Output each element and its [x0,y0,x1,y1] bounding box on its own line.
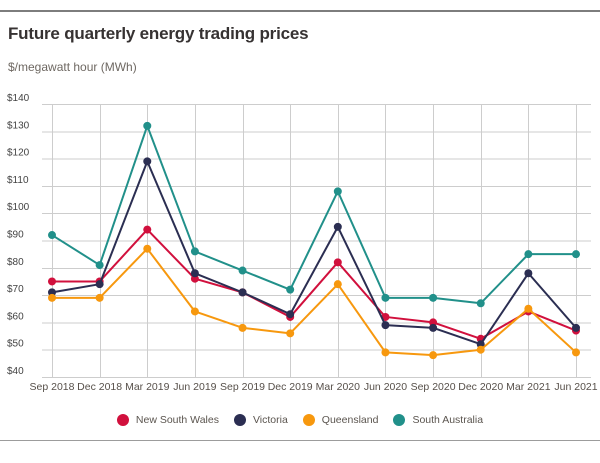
series-queensland [48,244,580,360]
data-point [333,187,342,196]
x-tick-label: Dec 2018 [77,381,122,393]
data-point [95,261,104,270]
data-point [95,293,104,302]
y-tick-label: $80 [7,257,24,268]
data-point [48,293,56,302]
data-point [238,288,247,297]
x-tick-label: Mar 2019 [125,381,170,393]
x-axis-labels: Sep 2018 Dec 2018 Mar 2019 Jun 2019 Sep 2019… [30,381,598,393]
x-tick-label: Mar 2021 [506,381,551,393]
data-point [524,269,533,278]
data-point [524,250,533,259]
x-tick-label: Sep 2018 [30,381,75,393]
y-tick-label: $70 [7,284,24,295]
data-point [286,329,295,338]
legend-label: South Australia [412,414,484,426]
series-line [52,247,577,357]
data-point [190,269,199,278]
data-point [238,323,247,332]
chart-subtitle: $/megawatt hour (MWh) [8,60,137,74]
data-point [190,307,199,316]
y-tick-label: $110 [7,175,29,186]
y-tick-label: $60 [7,311,24,322]
data-point [143,157,152,166]
series-victoria [48,157,580,349]
data-point [381,321,390,330]
data-point [572,323,580,332]
y-tick-label: $120 [7,148,30,159]
data-point [143,121,152,130]
series-line [51,160,577,346]
x-tick-label: Dec 2020 [458,381,503,393]
chart-legend: New South Wales Victoria Queensland South A… [0,414,600,426]
series-line [51,124,576,305]
line-chart: $140 $130 $120 $110 $100 $90 $80 $70 $60 $50 $40 Se… [7,93,598,393]
data-point [286,310,295,319]
data-point [476,299,485,308]
legend-label: Victoria [252,414,288,426]
data-point [48,231,56,240]
data-point [381,293,390,302]
y-axis-labels: $140 $130 $120 $110 $100 $90 $80 $70 $60 $50 $40 [7,93,30,377]
gridlines [42,104,591,378]
legend-item-queensland: Queensland [302,414,379,426]
data-point [143,244,152,253]
data-point [572,348,580,357]
data-point [238,266,247,275]
data-point [524,304,533,313]
data-point [95,280,104,289]
data-point [381,348,390,357]
top-divider [0,10,600,12]
series-south-australia [48,121,580,308]
data-point [429,351,438,360]
chart-title: Future quarterly energy trading prices [8,24,309,43]
y-tick-label: $100 [7,202,30,213]
data-point [572,250,580,259]
bottom-divider [0,440,600,441]
data-point [333,280,342,289]
legend-swatch-icon [233,414,246,426]
legend-label: Queensland [321,414,379,426]
y-tick-label: $40 [7,366,24,377]
y-tick-label: $90 [7,230,24,241]
data-point [143,225,152,234]
legend-item-victoria: Victoria [233,414,288,426]
y-tick-label: $50 [7,339,24,350]
x-tick-label: Mar 2020 [316,381,361,393]
x-tick-label: Jun 2021 [554,381,597,393]
data-point [333,258,342,267]
y-tick-label: $140 [7,93,30,104]
legend-label: New South Wales [135,414,219,426]
data-point [429,323,438,332]
x-tick-label: Jun 2019 [173,381,216,393]
data-point [286,285,295,294]
y-tick-label: $130 [7,120,30,131]
legend-item-new-south-wales: New South Wales [116,414,219,426]
data-point [429,293,438,302]
data-point [48,277,56,286]
data-point [476,345,485,354]
x-tick-label: Dec 2019 [268,381,313,393]
legend-swatch-icon [302,414,315,426]
x-tick-label: Sep 2019 [220,381,265,393]
legend-swatch-icon [116,414,129,426]
data-point [190,247,199,256]
data-point [333,222,342,231]
legend-swatch-icon [393,414,406,426]
series-line [52,228,577,340]
legend-item-south-australia: South Australia [393,414,483,426]
x-tick-label: Sep 2020 [411,381,456,393]
x-tick-label: Jun 2020 [364,381,407,393]
